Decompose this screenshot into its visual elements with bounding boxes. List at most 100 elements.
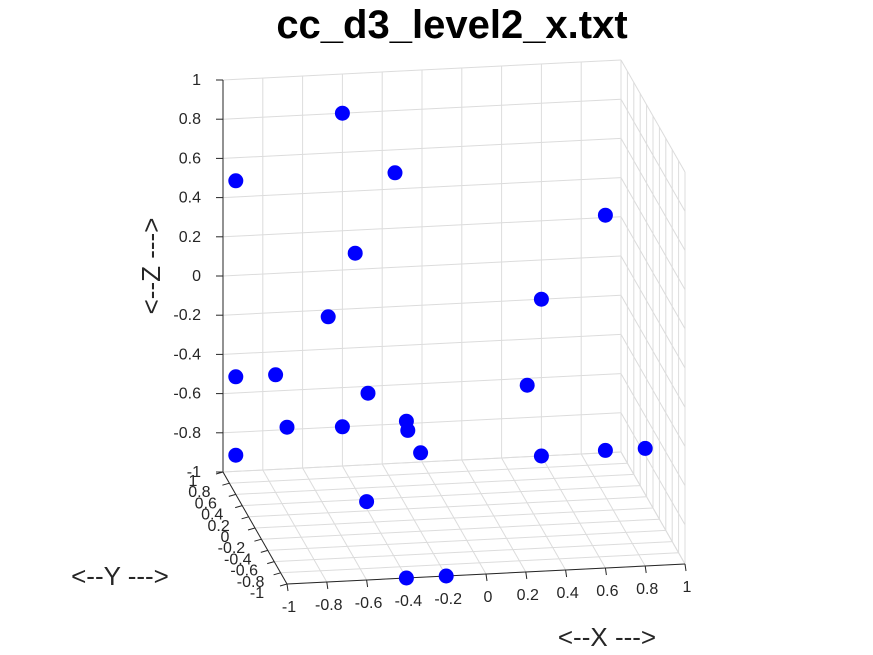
y-tick-mark — [260, 549, 268, 553]
y-tick-label: -0.8 — [237, 574, 265, 591]
data-point — [359, 494, 375, 510]
floor-grid-line — [580, 453, 646, 567]
data-point — [597, 442, 613, 458]
data-point — [387, 165, 403, 181]
z-tick-label: -0.6 — [173, 386, 201, 403]
y-tick-mark — [222, 482, 230, 486]
grid-lines — [222, 59, 686, 585]
y-tick-mark — [273, 572, 281, 576]
data-point — [533, 291, 549, 307]
z-axis-tick-labels: -1 -0.8 -0.6 -0.4 -0.2 0 0.2 0.4 0.6 0.8 1 — [173, 72, 201, 481]
y-tick-label: 0.8 — [188, 484, 210, 501]
data-point — [360, 385, 376, 401]
x-tick-mark — [565, 569, 568, 578]
back-wall-grid-line — [222, 98, 622, 120]
floor-grid-line — [235, 473, 634, 495]
chart-title: cc_d3_level2_x.txt — [276, 3, 627, 47]
x-tick-mark — [684, 563, 687, 572]
z-tick-label: 1 — [192, 72, 201, 89]
x-tick-mark — [286, 583, 289, 592]
x-tick-label: -1 — [282, 599, 296, 616]
y-tick-label: -0.6 — [230, 563, 258, 580]
z-tick-label: -0.2 — [173, 307, 201, 324]
x-tick-label: 0.8 — [636, 581, 658, 598]
z-tick-label: 0.6 — [179, 150, 201, 167]
x-tick-label: -0.2 — [434, 591, 462, 608]
x-tick-label: 0.4 — [556, 585, 578, 602]
y-tick-mark — [247, 527, 256, 531]
data-point — [228, 369, 244, 385]
side-wall-grid-line — [620, 98, 686, 212]
data-point — [347, 245, 363, 261]
data-point — [597, 207, 613, 223]
y-tick-label: 0.4 — [201, 507, 223, 524]
x-tick-label: 1 — [683, 579, 692, 596]
data-point — [398, 570, 414, 586]
side-wall-grid-line — [620, 255, 686, 369]
x-tick-label: -0.6 — [355, 595, 383, 612]
y-tick-label: 0 — [221, 529, 230, 546]
y-tick-label: 0.2 — [207, 518, 229, 535]
data-point — [268, 367, 284, 383]
x-tick-mark — [485, 573, 488, 582]
floor-grid-line — [229, 462, 628, 484]
z-tick-label: -0.8 — [173, 425, 201, 442]
x-tick-label: 0.6 — [596, 583, 618, 600]
back-wall-grid-line — [222, 177, 622, 199]
side-wall-grid-line — [620, 138, 686, 251]
data-points — [228, 105, 653, 586]
z-axis-label: <--Z ---> — [136, 218, 166, 315]
y-tick-mark — [254, 538, 262, 542]
data-point — [438, 568, 454, 584]
data-point — [320, 309, 336, 325]
back-wall-grid-line — [222, 137, 622, 159]
back-wall-grid-line — [222, 59, 622, 81]
back-wall-grid-line — [222, 216, 622, 238]
x-tick-label: -0.4 — [395, 593, 423, 610]
data-point — [400, 422, 416, 438]
y-tick-label: 0.6 — [195, 495, 217, 512]
x-tick-label: 0.2 — [517, 587, 539, 604]
z-tick-label: 0 — [192, 268, 201, 285]
data-point — [519, 377, 535, 393]
y-tick-label: -0.2 — [218, 540, 246, 557]
side-wall-grid-line — [620, 177, 686, 290]
z-tick-label: -1 — [187, 464, 201, 481]
data-point — [637, 440, 653, 456]
floor-grid-line — [501, 457, 567, 571]
x-axis-label: <--X ---> — [558, 622, 656, 652]
x-tick-mark — [644, 565, 647, 574]
back-wall-grid-line — [222, 255, 622, 277]
y-tick-mark — [241, 516, 249, 520]
y-tick-label: -1 — [250, 585, 264, 602]
floor-grid-line — [248, 496, 647, 518]
x-tick-label: -0.8 — [315, 597, 343, 614]
floor-grid-line — [461, 459, 527, 573]
side-wall-grid-line — [620, 59, 686, 173]
y-tick-mark — [228, 493, 236, 497]
x-tick-label: 0 — [484, 589, 493, 606]
x-tick-mark — [326, 581, 329, 590]
data-point — [334, 419, 350, 435]
side-wall-grid-line — [620, 216, 686, 330]
z-tick-label: 0.2 — [179, 229, 201, 246]
x-axis-tick-labels: -1 -0.8 -0.6 -0.4 -0.2 0 0.2 0.4 0.6 0.8 1 — [282, 579, 692, 616]
data-point — [413, 445, 429, 461]
floor-grid-line — [254, 507, 654, 529]
y-tick-mark — [267, 561, 275, 565]
z-tick-label: 0.4 — [179, 190, 201, 207]
data-point — [334, 105, 350, 121]
y-tick-mark — [235, 505, 243, 509]
y-tick-label: -0.4 — [224, 551, 252, 568]
data-point — [228, 447, 244, 463]
floor-grid-line — [242, 485, 641, 507]
y-axis-label: <--Y ---> — [71, 561, 169, 591]
y-tick-mark — [279, 583, 288, 587]
axis-lines — [215, 79, 687, 592]
x-tick-mark — [604, 567, 607, 576]
z-tick-label: -0.4 — [173, 346, 201, 363]
floor-grid-line — [540, 455, 606, 569]
data-point — [279, 419, 295, 435]
data-point — [533, 448, 549, 464]
